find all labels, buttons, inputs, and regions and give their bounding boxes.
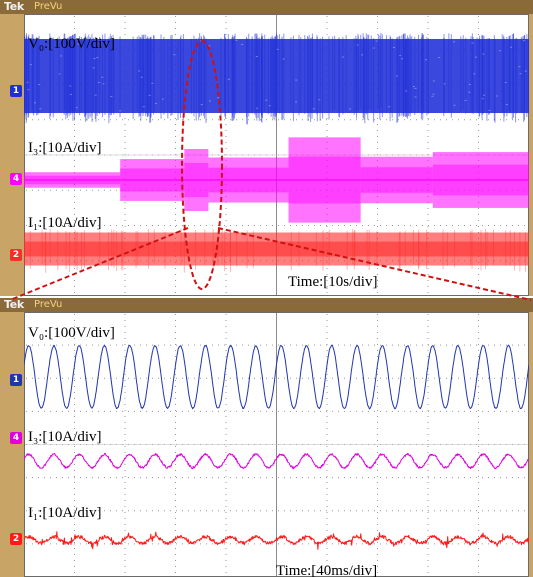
bottom-waveform-screen: V₀:[100V/div] I₃:[10A/div] I₁:[10A/div] … [24,312,529,577]
bottom-trace-4 [24,452,529,470]
top-i3-trace [24,137,529,223]
bottom-scope-capture: Tek PreVu V₀:[100V/div] I₃:[10A/div] I₁:… [0,298,533,577]
scope-mode: PreVu [34,1,63,12]
top-ch2-marker: 2 [10,249,22,261]
top-time-label: Time:[10s/div] [288,274,378,290]
bottom-time-label: Time:[40ms/div] [276,563,378,577]
scope-status-bar: Tek PreVu [0,0,533,14]
top-label-i3: I₃:[10A/div] [28,140,102,156]
scope-status-bar-bottom: Tek PreVu [0,298,533,312]
bottom-ch1-marker: 1 [10,374,22,386]
top-v0-trace [24,33,529,125]
bottom-ch2-marker: 2 [10,533,22,545]
top-ch1-marker: 1 [10,85,22,97]
bottom-label-v0: V₀:[100V/div] [28,325,115,341]
tek-brand-bottom: Tek [4,298,24,311]
top-label-i1: I₁:[10A/div] [28,215,102,231]
bottom-label-i3: I₃:[10A/div] [28,429,102,445]
top-label-v0: V₀:[100V/div] [28,36,115,52]
top-ch4-marker: 4 [10,173,22,185]
scope-mode-bottom: PreVu [34,299,63,310]
top-waveform-screen: V₀:[100V/div] I₃:[10A/div] I₁:[10A/div] … [24,14,529,296]
bottom-trace-1 [24,344,529,410]
tek-brand: Tek [4,0,24,13]
bottom-label-i1: I₁:[10A/div] [28,505,102,521]
top-scope-capture: Tek PreVu V₀:[100V/div] I₃:[10A/div] I₁:… [0,0,533,296]
bottom-trace-2 [24,531,529,550]
bottom-ch4-marker: 4 [10,432,22,444]
bottom-waveform-plot [24,312,529,577]
